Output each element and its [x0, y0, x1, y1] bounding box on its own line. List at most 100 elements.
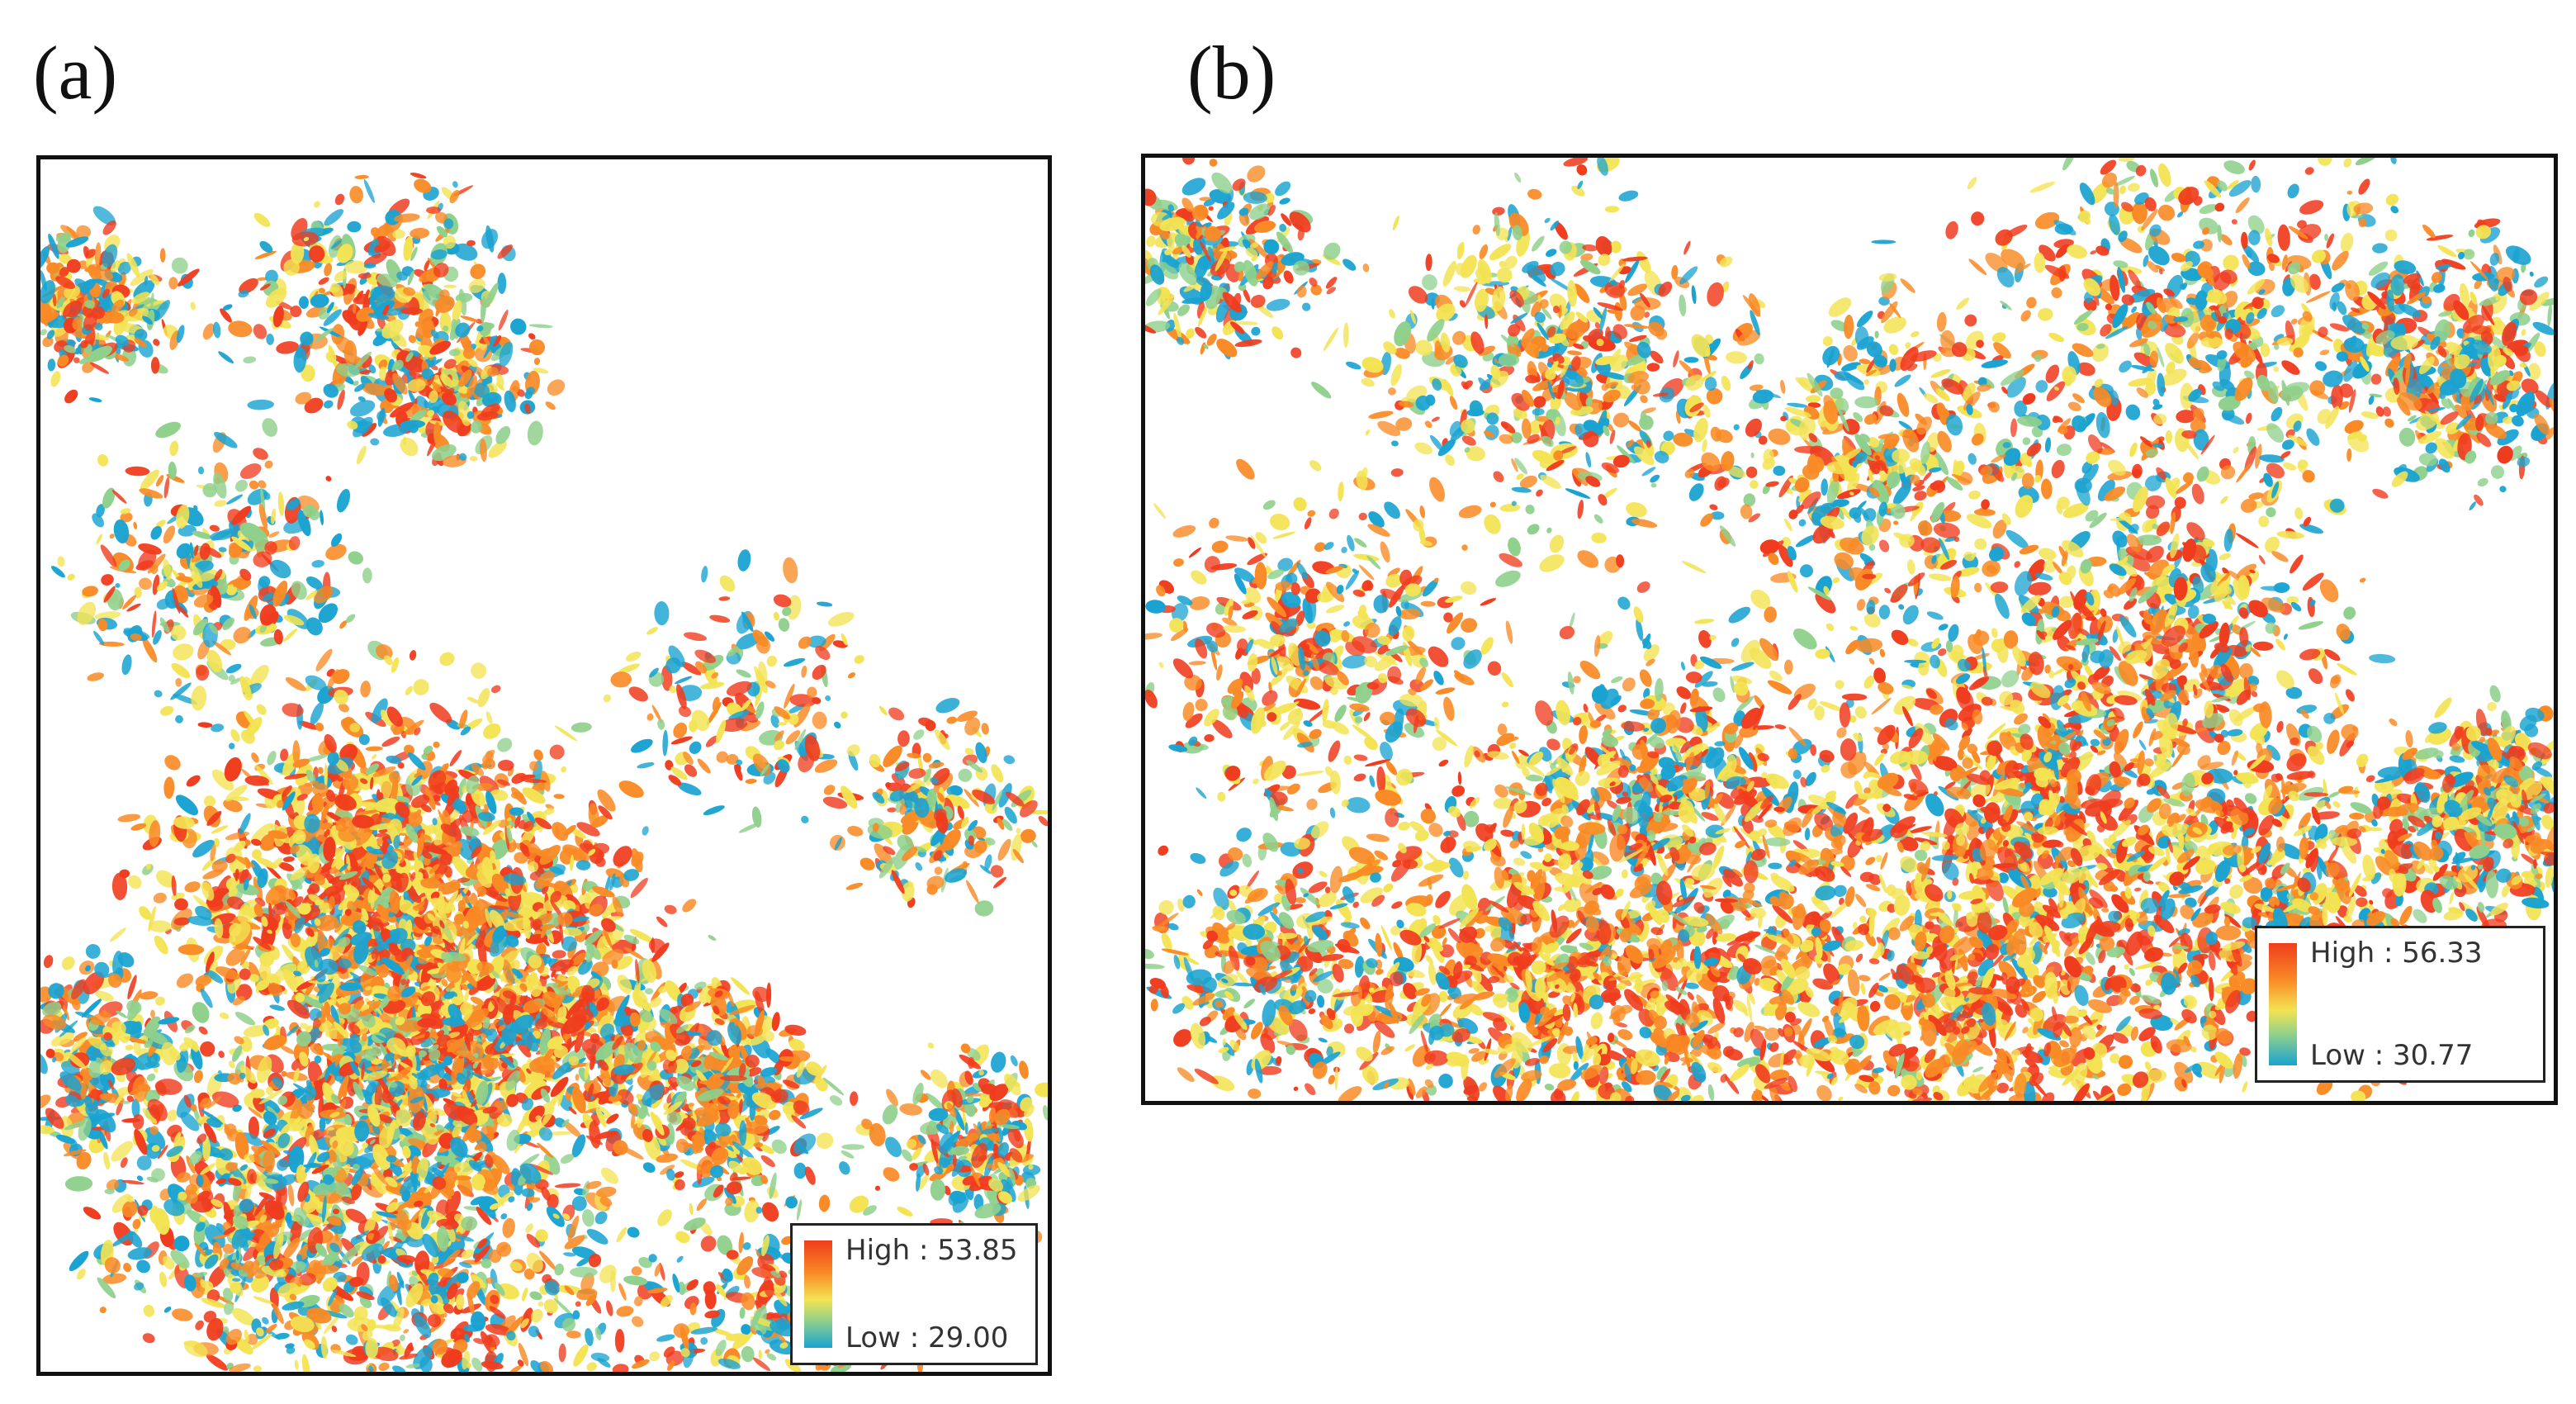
raster-patch	[249, 974, 259, 983]
raster-patch	[234, 479, 249, 492]
raster-patch	[318, 603, 339, 624]
raster-patch	[276, 341, 300, 354]
raster-patch	[218, 547, 227, 553]
raster-patch	[40, 280, 55, 304]
raster-patch	[47, 358, 56, 372]
raster-patch	[348, 551, 363, 565]
raster-patch	[335, 363, 360, 377]
raster-patch	[133, 521, 138, 529]
raster-patch	[111, 299, 125, 313]
raster-patch	[400, 437, 419, 457]
raster-patch	[249, 480, 259, 490]
raster-patch	[304, 780, 319, 787]
raster-patch	[268, 531, 280, 538]
raster-patch	[145, 863, 151, 870]
raster-patch	[354, 174, 369, 179]
raster-patch	[265, 864, 283, 881]
raster-patch	[149, 273, 160, 286]
raster-patch	[142, 315, 153, 325]
raster-patch	[244, 839, 251, 847]
raster-patch	[460, 726, 471, 736]
raster-patch	[497, 244, 513, 259]
raster-patch	[329, 287, 340, 293]
raster-patch	[367, 312, 389, 320]
raster-patch	[375, 235, 396, 257]
raster-patch	[250, 823, 272, 843]
raster-patch	[67, 573, 75, 581]
raster-patch	[130, 823, 147, 831]
raster-patch	[200, 1041, 215, 1057]
raster-patch	[380, 773, 393, 800]
raster-patch	[139, 991, 159, 1000]
raster-patch	[96, 534, 102, 545]
raster-patch	[448, 349, 461, 357]
raster-patch	[232, 996, 245, 1006]
raster-patch	[497, 738, 513, 752]
raster-patch	[473, 382, 490, 398]
raster-patch	[533, 358, 541, 365]
raster-patch	[353, 301, 357, 314]
raster-patch	[850, 1091, 859, 1106]
raster-patch	[102, 244, 118, 268]
raster-patch	[829, 1095, 843, 1106]
raster-patch	[403, 287, 415, 296]
raster-patch	[483, 723, 501, 739]
raster-patch	[41, 311, 59, 324]
raster-patch	[138, 543, 162, 555]
raster-patch	[56, 296, 65, 309]
raster-patch	[262, 592, 276, 601]
raster-patch	[816, 1132, 834, 1150]
raster-patch	[198, 569, 218, 582]
raster-patch	[497, 759, 514, 771]
raster-patch	[413, 679, 429, 695]
raster-patch	[343, 340, 358, 366]
raster-patch	[453, 243, 478, 261]
raster-patch	[484, 804, 489, 812]
raster-patch	[421, 368, 434, 380]
raster-patch	[300, 331, 314, 346]
raster-patch	[290, 241, 305, 264]
raster-patch	[575, 1074, 580, 1081]
raster-patch	[314, 328, 334, 343]
raster-patch	[228, 675, 235, 682]
raster-patch	[305, 675, 327, 690]
raster-patch	[363, 178, 375, 203]
raster-patch	[211, 640, 232, 656]
raster-patch	[46, 330, 55, 339]
raster-patch	[203, 795, 216, 808]
raster-patch	[256, 704, 267, 715]
raster-patch	[225, 663, 242, 674]
raster-patch	[495, 425, 511, 444]
raster-patch	[309, 245, 325, 263]
raster-patch	[458, 369, 472, 387]
raster-patch	[419, 427, 426, 434]
raster-patch	[272, 581, 288, 607]
raster-patch	[90, 362, 110, 374]
raster-patch	[485, 711, 493, 724]
raster-patch	[293, 347, 307, 373]
raster-patch	[111, 490, 127, 504]
raster-patch	[544, 808, 555, 815]
raster-patch	[72, 316, 83, 330]
raster-patch	[42, 336, 54, 348]
raster-patch	[269, 559, 291, 579]
raster-patch	[184, 881, 201, 893]
raster-patch	[345, 1334, 358, 1345]
raster-patch	[171, 257, 188, 274]
raster-patch	[266, 333, 274, 345]
raster-patch	[253, 448, 268, 460]
raster-patch	[522, 1288, 528, 1302]
raster-patch	[336, 488, 351, 513]
raster-patch	[407, 270, 414, 286]
raster-patch	[251, 849, 262, 860]
raster-patch	[193, 544, 199, 557]
raster-patch	[554, 1263, 564, 1276]
raster-patch	[290, 932, 301, 948]
raster-patch	[258, 780, 269, 786]
raster-patch	[214, 500, 227, 507]
raster-patch	[496, 779, 510, 786]
raster-patch	[102, 487, 116, 509]
raster-patch	[139, 906, 152, 920]
raster-patch	[101, 574, 114, 586]
raster-patch	[109, 534, 115, 539]
